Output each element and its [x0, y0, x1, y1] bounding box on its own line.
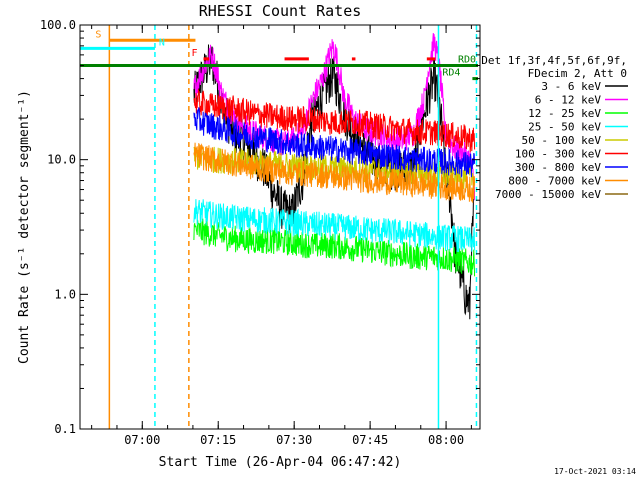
x-tick-label: 08:00	[428, 433, 464, 447]
legend-entry-label: 12 - 25 keV	[528, 107, 601, 120]
legend-header-line: FDecim 2, Att 0	[528, 67, 627, 80]
legend-header-line: Det 1f,3f,4f,5f,6f,9f,	[481, 54, 627, 67]
x-tick-label: 07:45	[352, 433, 388, 447]
series-line-300-800-kev	[193, 107, 476, 179]
chart-title: RHESSI Count Rates	[199, 2, 362, 20]
overlay-layer: S N F RD0 RD4	[80, 25, 478, 429]
axes-layer: 0.1 1.0 10.0 100.0 07:00 07:15 07:30 07:45 08:00	[40, 18, 480, 447]
annotation-label-rd4: RD4	[442, 68, 460, 79]
annotation-label-s: S	[95, 29, 101, 40]
legend-entry-label: 3 - 6 keV	[541, 80, 601, 93]
annotation-label-n: N	[159, 37, 165, 48]
series-line-800-7000-kev	[193, 142, 476, 203]
y-axis-label: Count Rate (s⁻¹ detector segment⁻¹)	[17, 90, 32, 364]
legend-entry-label: 800 - 7000 keV	[508, 175, 601, 188]
series-line-12-25-kev	[193, 218, 476, 277]
series-line-25-50-kev	[193, 199, 476, 253]
annotation-label-f: F	[192, 48, 198, 59]
legend-entry-label: 50 - 100 keV	[522, 134, 602, 147]
y-tick-label: 100.0	[40, 18, 76, 32]
footer-timestamp: 17-Oct-2021 03:14	[554, 467, 636, 476]
x-tick-label: 07:30	[276, 433, 312, 447]
legend-entry-label: 300 - 800 keV	[515, 161, 601, 174]
legend-entry-label: 6 - 12 keV	[535, 94, 602, 107]
series-line-100-300-kev	[193, 89, 476, 153]
y-tick-label: 1.0	[54, 287, 76, 301]
annotation-label-rd0: RD0	[458, 55, 476, 66]
x-tick-label: 07:15	[200, 433, 236, 447]
x-tick-label: 07:00	[124, 433, 160, 447]
plot-frame	[79, 24, 481, 430]
x-axis-label: Start Time (26-Apr-04 06:47:42)	[159, 455, 402, 470]
y-tick-label: 10.0	[47, 153, 76, 167]
legend: Det 1f,3f,4f,5f,6f,9f,FDecim 2, Att 03 -…	[481, 54, 628, 201]
legend-entry-label: 25 - 50 keV	[528, 121, 601, 134]
legend-entry-label: 7000 - 15000 keV	[495, 188, 601, 201]
legend-entry-label: 100 - 300 keV	[515, 148, 601, 161]
data-layer	[193, 32, 476, 320]
y-tick-label: 0.1	[54, 422, 76, 436]
